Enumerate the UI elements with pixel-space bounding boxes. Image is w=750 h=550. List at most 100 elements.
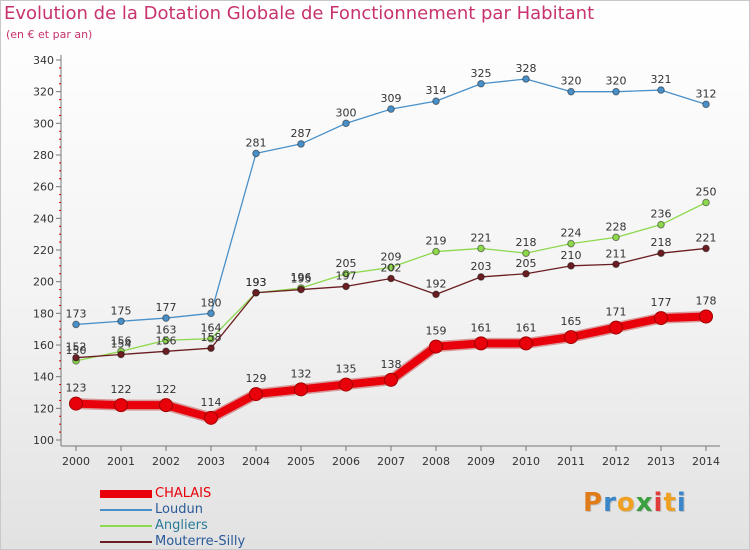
data-point-mouterre-silly bbox=[612, 260, 620, 269]
x-tick-label: 2002 bbox=[152, 455, 180, 468]
chart-title: Evolution de la Dotation Globale de Fonc… bbox=[4, 3, 595, 24]
data-point-chalais bbox=[699, 309, 713, 324]
logo-letter: r bbox=[603, 488, 617, 518]
y-tick-label: 160 bbox=[33, 339, 54, 352]
data-point-loudun bbox=[72, 320, 80, 329]
x-tick-label: 2003 bbox=[197, 455, 225, 468]
data-label-chalais: 171 bbox=[606, 306, 627, 319]
data-point-mouterre-silly bbox=[252, 288, 260, 297]
data-label-angliers: 228 bbox=[606, 220, 627, 233]
data-label-angliers: 218 bbox=[516, 236, 537, 249]
data-point-mouterre-silly bbox=[432, 290, 440, 299]
data-label-mouterre-silly: 197 bbox=[336, 269, 357, 282]
logo-letter: x bbox=[635, 488, 654, 518]
data-label-chalais: 165 bbox=[561, 315, 582, 328]
chart-data-labels: 173 175 177 180 281 287 300 309 314 325 328 320 320 3… bbox=[66, 62, 717, 409]
logo-letter: P bbox=[583, 488, 604, 518]
data-label-loudun: 325 bbox=[471, 67, 492, 80]
data-point-chalais bbox=[654, 311, 668, 326]
logo-letter: o bbox=[616, 488, 636, 518]
chart-subtitle: (en € et par an) bbox=[6, 28, 93, 41]
data-point-mouterre-silly bbox=[117, 350, 125, 359]
data-point-chalais bbox=[249, 387, 263, 402]
data-point-chalais bbox=[114, 398, 128, 413]
data-point-loudun bbox=[342, 119, 350, 128]
data-point-mouterre-silly bbox=[72, 353, 80, 362]
x-tick-label: 2005 bbox=[287, 455, 315, 468]
legend-label-mouterre-silly: Mouterre-Silly bbox=[155, 534, 246, 549]
data-point-mouterre-silly bbox=[477, 273, 485, 281]
data-label-chalais: 129 bbox=[246, 372, 267, 385]
data-point-chalais bbox=[204, 410, 218, 425]
x-tick-label: 2011 bbox=[557, 455, 585, 468]
data-label-angliers: 193 bbox=[246, 276, 267, 289]
data-point-chalais bbox=[294, 382, 308, 397]
data-label-mouterre-silly: 211 bbox=[606, 247, 627, 260]
data-point-loudun bbox=[207, 309, 215, 318]
y-tick-label: 120 bbox=[33, 402, 54, 415]
data-point-chalais bbox=[609, 320, 623, 335]
data-label-chalais: 161 bbox=[516, 321, 537, 334]
x-tick-label: 2008 bbox=[422, 455, 450, 468]
data-point-mouterre-silly bbox=[387, 274, 395, 283]
legend-swatch-loudun bbox=[100, 509, 152, 511]
data-label-mouterre-silly: 218 bbox=[651, 236, 672, 249]
data-label-loudun: 309 bbox=[381, 92, 402, 105]
x-tick-label: 2004 bbox=[242, 455, 270, 468]
data-label-chalais: 178 bbox=[696, 295, 717, 308]
y-tick-label: 320 bbox=[33, 86, 54, 99]
data-point-angliers bbox=[432, 247, 440, 256]
data-point-mouterre-silly bbox=[522, 269, 530, 278]
data-label-chalais: 123 bbox=[66, 382, 87, 395]
x-tick-label: 2009 bbox=[467, 455, 495, 468]
data-point-angliers bbox=[477, 244, 485, 253]
data-point-loudun bbox=[117, 317, 125, 326]
data-label-loudun: 175 bbox=[111, 304, 132, 317]
data-label-mouterre-silly: 158 bbox=[201, 331, 222, 344]
data-label-mouterre-silly: 195 bbox=[291, 273, 312, 286]
y-tick-label: 220 bbox=[33, 244, 54, 257]
data-label-angliers: 156 bbox=[111, 334, 132, 347]
line-chart: 100 120 140 160 180 200 220 240 260 280 300 320 340 2… bbox=[33, 54, 720, 468]
data-point-chalais bbox=[339, 377, 353, 392]
legend-label-loudun: Loudun bbox=[155, 502, 203, 517]
data-point-loudun bbox=[297, 140, 305, 148]
y-tick-label: 180 bbox=[33, 307, 54, 320]
data-point-loudun bbox=[252, 149, 260, 158]
data-point-angliers bbox=[702, 198, 710, 207]
data-label-angliers: 196 bbox=[291, 271, 312, 284]
data-label-angliers: 150 bbox=[66, 344, 87, 357]
data-label-chalais: 132 bbox=[291, 367, 312, 380]
x-tick-label: 2000 bbox=[62, 455, 90, 468]
data-point-chalais bbox=[429, 339, 443, 354]
data-label-angliers: 209 bbox=[381, 250, 402, 263]
legend-label-chalais: CHALAIS bbox=[155, 486, 212, 501]
data-label-mouterre-silly: 202 bbox=[381, 262, 402, 275]
data-point-mouterre-silly bbox=[297, 285, 305, 294]
data-label-mouterre-silly: 203 bbox=[471, 260, 492, 273]
data-label-chalais: 114 bbox=[201, 396, 222, 409]
data-point-loudun bbox=[477, 79, 485, 88]
data-label-loudun: 177 bbox=[156, 301, 177, 314]
logo-letter: i bbox=[676, 488, 687, 518]
data-label-loudun: 320 bbox=[561, 75, 582, 88]
chart-axes: 100 120 140 160 180 200 220 240 260 280 300 320 340 2… bbox=[33, 54, 720, 468]
data-point-chalais bbox=[69, 396, 83, 411]
x-tick-label: 2014 bbox=[692, 455, 720, 468]
data-point-chalais bbox=[474, 336, 488, 351]
x-tick-label: 2006 bbox=[332, 455, 360, 468]
data-point-mouterre-silly bbox=[657, 249, 665, 257]
data-point-angliers bbox=[342, 269, 350, 278]
x-tick-label: 2007 bbox=[377, 455, 405, 468]
data-label-mouterre-silly: 154 bbox=[111, 338, 132, 351]
data-point-loudun bbox=[387, 105, 395, 113]
y-tick-label: 140 bbox=[33, 371, 54, 384]
data-label-loudun: 287 bbox=[291, 127, 312, 140]
data-point-angliers bbox=[207, 334, 215, 343]
data-label-loudun: 300 bbox=[336, 106, 357, 119]
data-label-mouterre-silly: 156 bbox=[156, 334, 177, 347]
x-tick-label: 2013 bbox=[647, 455, 675, 468]
data-point-mouterre-silly bbox=[567, 262, 575, 270]
data-label-chalais: 135 bbox=[336, 363, 357, 376]
data-point-chalais bbox=[159, 398, 173, 413]
